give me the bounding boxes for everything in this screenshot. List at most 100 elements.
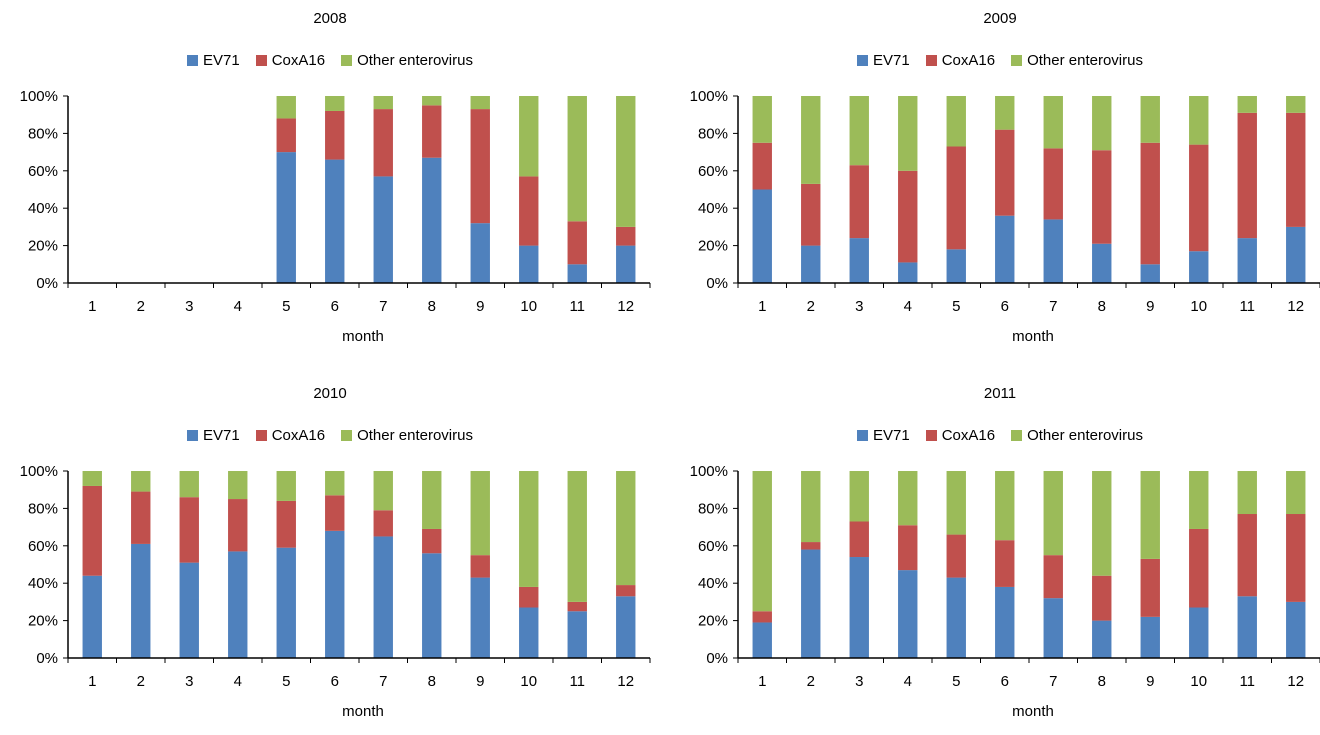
chart-legend: EV71 CoxA16 Other enterovirus bbox=[0, 52, 660, 69]
x-tick-label: 2 bbox=[137, 673, 145, 690]
legend-swatch-ev71 bbox=[857, 430, 869, 441]
chart-panel-3: 2011 EV71 CoxA16 Other enterovirus 0% 20%… bbox=[670, 375, 1320, 735]
bar-other-enterovirus bbox=[1189, 96, 1209, 145]
legend-item-coxa16: CoxA16 bbox=[255, 427, 325, 444]
y-tick-label: 0% bbox=[36, 275, 58, 292]
legend-item-ev71: EV71 bbox=[187, 52, 240, 69]
x-tick-label: 12 bbox=[1287, 673, 1304, 690]
bar-coxa16 bbox=[849, 521, 869, 558]
x-tick-label: 7 bbox=[379, 673, 387, 690]
bar-other-enterovirus bbox=[1286, 96, 1306, 113]
bar-ev71 bbox=[519, 607, 539, 658]
y-tick-label: 100% bbox=[690, 88, 728, 105]
bar-coxa16 bbox=[131, 491, 151, 544]
y-tick-label: 80% bbox=[28, 125, 58, 142]
bar-coxa16 bbox=[946, 534, 966, 578]
bar-coxa16 bbox=[801, 183, 821, 246]
bar-other-enterovirus bbox=[1043, 96, 1063, 149]
chart-panel-1: 2009 EV71 CoxA16 Other enterovirus 0% 20%… bbox=[670, 0, 1320, 360]
legend-item-coxa16: CoxA16 bbox=[925, 52, 996, 69]
bar-ev71 bbox=[1043, 598, 1063, 658]
bar-coxa16 bbox=[752, 611, 772, 623]
legend-label-coxa16: CoxA16 bbox=[941, 52, 996, 69]
bar-coxa16 bbox=[995, 540, 1015, 587]
bar-ev71 bbox=[373, 536, 393, 658]
legend-swatch-other-enterovirus bbox=[1011, 55, 1023, 66]
bar-other-enterovirus bbox=[898, 96, 918, 171]
bar-ev71 bbox=[1189, 251, 1209, 283]
bar-coxa16 bbox=[946, 146, 966, 250]
legend-item-coxa16: CoxA16 bbox=[925, 427, 995, 444]
legend-item-other-enterovirus: Other enterovirus bbox=[341, 427, 473, 444]
x-tick-label: 3 bbox=[185, 298, 193, 315]
bar-ev71 bbox=[1237, 596, 1257, 658]
legend-item-ev71: EV71 bbox=[857, 52, 910, 69]
y-tick-label: 0% bbox=[36, 650, 58, 667]
bar-coxa16 bbox=[422, 105, 442, 158]
x-tick-label: 7 bbox=[1049, 298, 1057, 315]
x-axis-label: month bbox=[1012, 703, 1054, 720]
x-tick-label: 5 bbox=[952, 298, 960, 315]
bar-ev71 bbox=[1043, 219, 1063, 283]
bar-other-enterovirus bbox=[276, 96, 296, 119]
y-tick-label: 100% bbox=[20, 88, 58, 105]
bar-ev71 bbox=[1140, 616, 1160, 658]
legend-swatch-coxa16 bbox=[255, 430, 267, 441]
bar-ev71 bbox=[752, 622, 772, 658]
y-tick-label: 60% bbox=[698, 163, 728, 180]
bar-ev71 bbox=[422, 157, 442, 283]
chart-plot: 0%20%40%60%80%100%1 2 3 4 5 6 7 8 9 10 11 12 bbox=[690, 88, 1320, 315]
bar-ev71 bbox=[1286, 226, 1306, 283]
bar-other-enterovirus bbox=[1189, 471, 1209, 529]
y-tick-label: 60% bbox=[698, 538, 728, 555]
bar-ev71 bbox=[325, 530, 345, 658]
bar-coxa16 bbox=[519, 176, 539, 246]
x-tick-label: 7 bbox=[1049, 673, 1057, 690]
y-tick-label: 20% bbox=[698, 613, 728, 630]
y-tick-label: 20% bbox=[28, 613, 58, 630]
legend-swatch-coxa16 bbox=[255, 55, 267, 66]
bar-coxa16 bbox=[519, 586, 539, 608]
y-tick-label: 20% bbox=[698, 238, 728, 255]
chart-legend: EV71 CoxA16 Other enterovirus bbox=[0, 427, 660, 444]
bar-coxa16 bbox=[470, 109, 490, 224]
bar-other-enterovirus bbox=[373, 471, 393, 511]
chart-plot: 0%20%40%60%80%100%1 2 3 4 5 6 7 8 9 10 11 12 bbox=[20, 88, 651, 315]
bar-other-enterovirus bbox=[801, 96, 821, 184]
bar-other-enterovirus bbox=[422, 96, 442, 106]
legend-item-other-enterovirus: Other enterovirus bbox=[1011, 427, 1143, 444]
bar-coxa16 bbox=[1043, 555, 1063, 599]
x-tick-label: 11 bbox=[569, 298, 585, 315]
bar-ev71 bbox=[801, 549, 821, 658]
x-tick-label: 4 bbox=[234, 298, 242, 315]
chart-panel-0: 2008 EV71 CoxA16 Other enterovirus 0% 20%… bbox=[0, 0, 660, 360]
x-tick-label: 6 bbox=[331, 298, 339, 315]
y-tick-label: 0% bbox=[706, 275, 728, 292]
bar-ev71 bbox=[1092, 620, 1112, 658]
bar-coxa16 bbox=[567, 221, 587, 265]
y-tick-label: 100% bbox=[690, 463, 728, 480]
bar-ev71 bbox=[898, 262, 918, 283]
x-tick-label: 5 bbox=[282, 298, 290, 315]
legend-label-other-enterovirus: Other enterovirus bbox=[357, 52, 473, 69]
bar-ev71 bbox=[519, 245, 539, 283]
x-tick-label: 2 bbox=[807, 298, 815, 315]
legend-swatch-other-enterovirus bbox=[341, 430, 353, 441]
bar-coxa16 bbox=[898, 525, 918, 571]
legend-swatch-coxa16 bbox=[925, 430, 937, 441]
bar-other-enterovirus bbox=[801, 471, 821, 543]
bar-ev71 bbox=[373, 176, 393, 283]
bar-ev71 bbox=[82, 575, 102, 658]
x-tick-label: 8 bbox=[428, 298, 436, 315]
legend-label-ev71: EV71 bbox=[873, 52, 910, 69]
y-tick-label: 0% bbox=[706, 650, 728, 667]
legend-item-ev71: EV71 bbox=[857, 427, 910, 444]
bar-coxa16 bbox=[276, 118, 296, 153]
bar-coxa16 bbox=[82, 485, 102, 576]
bar-coxa16 bbox=[1140, 558, 1160, 617]
chart-plot: 0%20%40%60%80%100%1 2 3 4 5 6 7 8 9 10 11 12 bbox=[20, 463, 651, 690]
x-tick-label: 11 bbox=[1239, 673, 1255, 690]
y-tick-label: 100% bbox=[20, 463, 58, 480]
legend-label-ev71: EV71 bbox=[203, 427, 240, 444]
bar-coxa16 bbox=[373, 510, 393, 537]
